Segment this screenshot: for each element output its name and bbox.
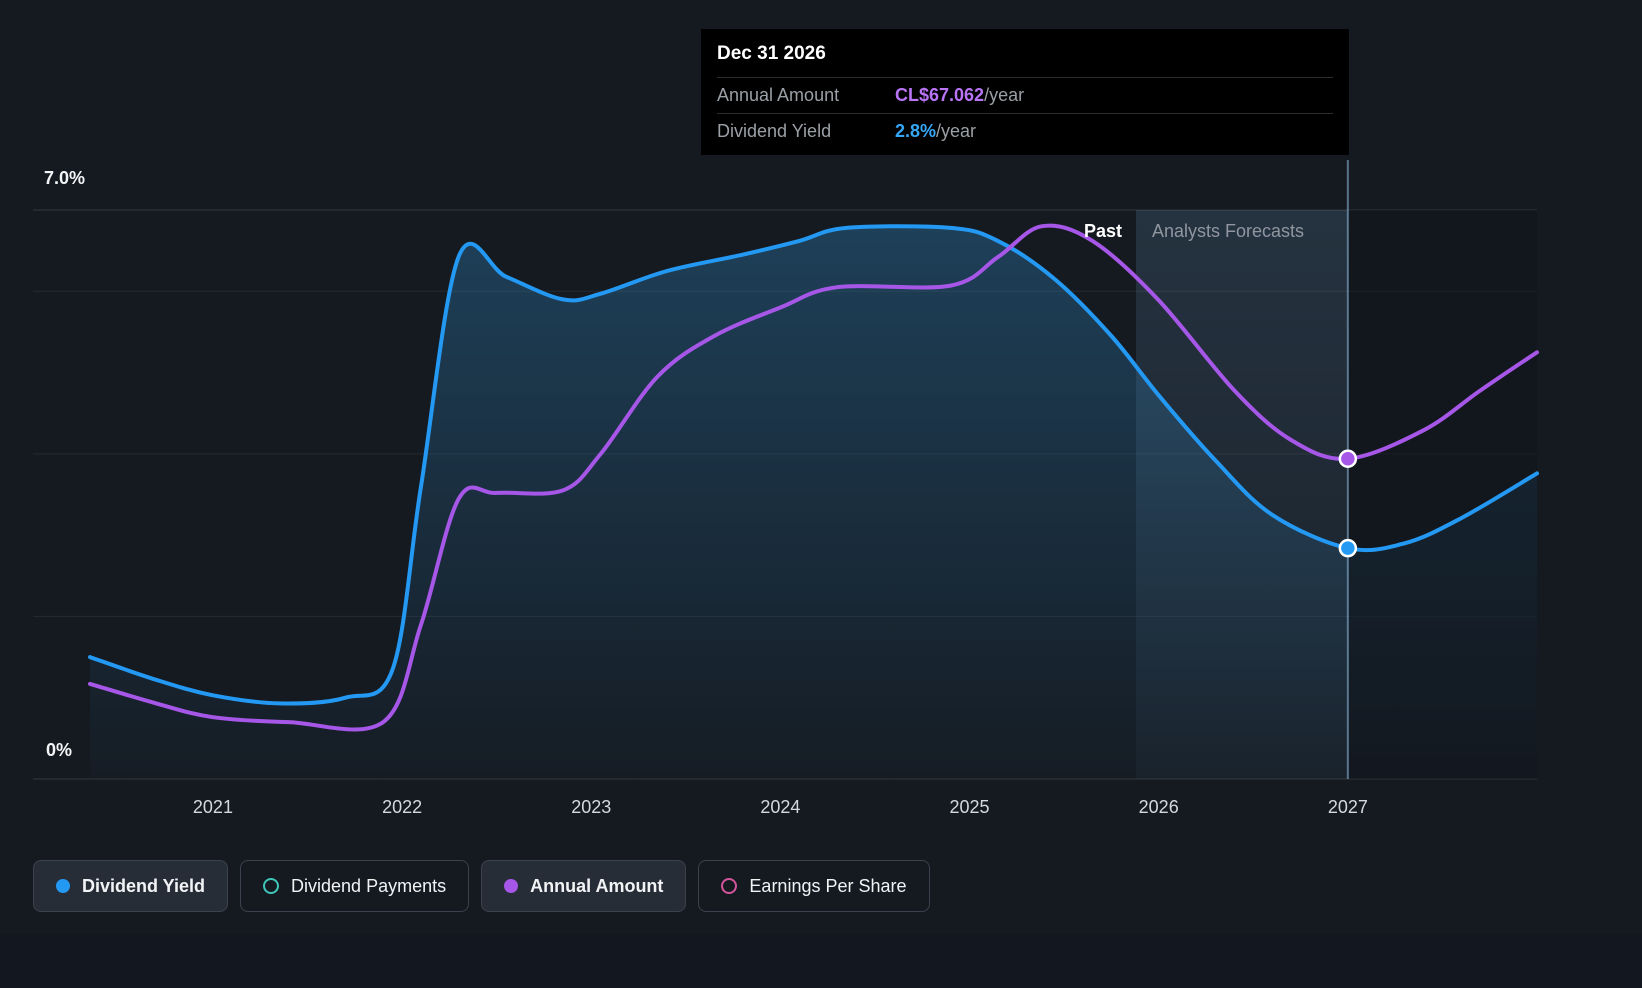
legend-dividend-payments[interactable]: Dividend Payments xyxy=(240,860,470,912)
bottom-strip xyxy=(0,934,1642,988)
annual-amount-marker-icon xyxy=(504,879,519,893)
legend: Dividend Yield Dividend Payments Annual Am… xyxy=(33,860,930,912)
earnings-per-share-marker-icon xyxy=(721,878,738,894)
forecast-band xyxy=(1136,210,1348,779)
tooltip-dividend-yield-value: 2.8% xyxy=(895,121,937,141)
tooltip: Dec 31 2026 Annual Amount CL$67.062 /yea… xyxy=(701,29,1349,155)
dividend-payments-marker-icon xyxy=(263,878,280,894)
legend-annual-amount[interactable]: Annual Amount xyxy=(481,860,687,912)
tooltip-dividend-yield-label: Dividend Yield xyxy=(717,121,832,141)
analysts-forecasts-label: Analysts Forecasts xyxy=(1152,221,1305,241)
tooltip-date: Dec 31 2026 xyxy=(717,43,826,64)
y-axis-label-top: 7.0% xyxy=(44,168,86,188)
annual-amount-selected-marker[interactable] xyxy=(1338,449,1358,468)
tooltip-dividend-yield-suffix: /year xyxy=(936,121,977,141)
dividend-yield-selected-marker[interactable] xyxy=(1338,538,1358,558)
tooltip-annual-amount-value: CL$67.062 xyxy=(895,85,985,105)
tooltip-row-dividend-yield: Dividend Yield 2.8% /year xyxy=(717,113,1333,149)
legend-label: Annual Amount xyxy=(530,875,664,896)
dividend-yield-line[interactable] xyxy=(88,224,1539,706)
tooltip-annual-amount-suffix: /year xyxy=(984,85,1025,105)
tooltip-row-annual-amount: Annual Amount CL$67.062 /year xyxy=(717,77,1333,113)
y-axis-label-bottom: 0% xyxy=(46,740,73,760)
legend-earnings-per-share[interactable]: Earnings Per Share xyxy=(698,860,930,912)
dividend-yield-marker-icon xyxy=(56,879,70,893)
legend-label: Earnings Per Share xyxy=(749,875,907,896)
legend-label: Dividend Payments xyxy=(291,875,447,896)
tooltip-annual-amount-label: Annual Amount xyxy=(717,85,840,105)
post-selection-shade xyxy=(1347,210,1537,779)
legend-dividend-yield[interactable]: Dividend Yield xyxy=(33,860,229,912)
past-label: Past xyxy=(1083,221,1122,241)
legend-label: Dividend Yield xyxy=(82,875,206,896)
annual-amount-line[interactable] xyxy=(88,223,1539,732)
